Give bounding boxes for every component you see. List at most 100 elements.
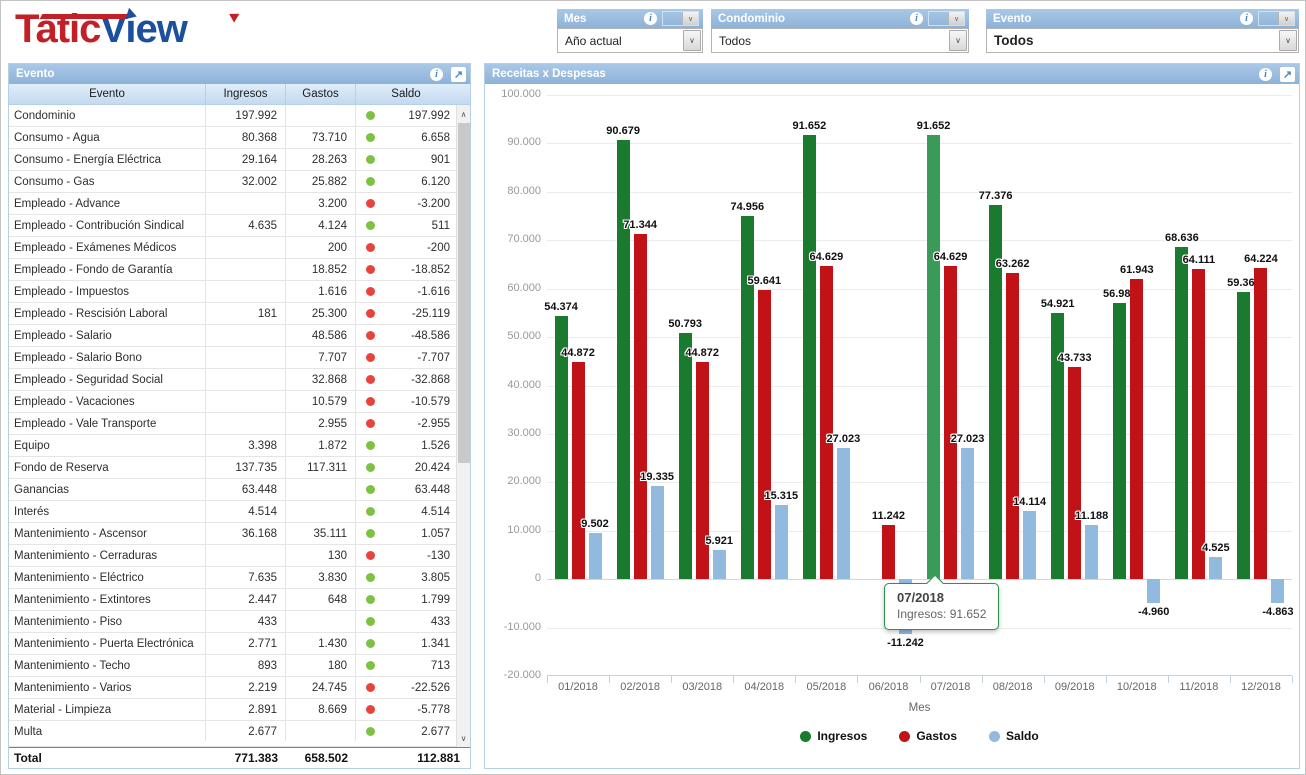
saldo-bar[interactable]	[1147, 579, 1161, 604]
gastos-bar[interactable]	[571, 361, 585, 580]
saldo-bar[interactable]	[1209, 557, 1223, 580]
gastos-bar[interactable]	[944, 266, 958, 580]
legend-item-gastos[interactable]: Gastos	[899, 729, 957, 743]
table-row[interactable]: Empleado - Salario Bono 7.707 -7.707	[9, 347, 470, 369]
table-row[interactable]: Ganancias 63.448 63.448	[9, 479, 470, 501]
table-row[interactable]: Multa 2.677 2.677	[9, 721, 470, 741]
saldo-bar[interactable]	[1085, 524, 1099, 580]
gastos-bar[interactable]	[1006, 272, 1020, 580]
scroll-up-icon[interactable]: ∧	[460, 109, 467, 119]
gridline	[547, 579, 1292, 581]
saldo-bar[interactable]	[1023, 510, 1037, 580]
info-icon[interactable]: i	[644, 12, 657, 25]
saldo-bar[interactable]	[588, 533, 602, 580]
table-row[interactable]: Fondo de Reserva 137.735 117.311 20.424	[9, 457, 470, 479]
ingresos-bar[interactable]	[1051, 313, 1065, 580]
table-row[interactable]: Mantenimiento - Ascensor 36.168 35.111 1.05…	[9, 523, 470, 545]
info-icon[interactable]: i	[430, 67, 443, 81]
ingresos-bar[interactable]	[616, 140, 630, 580]
gastos-bar[interactable]	[633, 233, 647, 580]
table-row[interactable]: Mantenimiento - Puerta Electrónica 2.771 1…	[9, 633, 470, 655]
saldo-bar[interactable]	[1271, 579, 1285, 603]
filter-options-dropdown[interactable]: ∨	[662, 11, 699, 26]
table-row[interactable]: Mantenimiento - Eléctrico 7.635 3.830 3.805	[9, 567, 470, 589]
saldo-bar[interactable]	[712, 550, 726, 580]
bar-value-label: 90.679	[606, 125, 640, 138]
gastos-bar[interactable]	[881, 524, 895, 580]
saldo-bar[interactable]	[650, 485, 664, 580]
x-axis-tick	[857, 676, 859, 683]
ingresos-bar[interactable]	[1237, 291, 1251, 580]
mes-select[interactable]: Año actual ∨	[557, 28, 703, 53]
table-row[interactable]: Mantenimiento - Piso 433 433	[9, 611, 470, 633]
table-scrollbar[interactable]: ∧ ∨	[456, 105, 470, 747]
column-header-saldo[interactable]: Saldo	[391, 88, 421, 100]
saldo-bar[interactable]	[774, 505, 788, 580]
ingresos-bar[interactable]	[554, 315, 568, 580]
gastos-bar[interactable]	[1068, 367, 1082, 580]
saldo-status-dot	[366, 221, 375, 230]
ingresos-bar[interactable]	[740, 216, 754, 580]
table-row[interactable]: Equipo 3.398 1.872 1.526	[9, 435, 470, 457]
column-header-ingresos[interactable]: Ingresos	[206, 84, 286, 104]
scroll-down-icon[interactable]: ∨	[460, 733, 467, 743]
legend-item-ingresos[interactable]: Ingresos	[800, 729, 867, 743]
table-row[interactable]: Condominio 197.992 197.992	[9, 105, 470, 127]
legend-item-saldo[interactable]: Saldo	[989, 729, 1039, 743]
table-row[interactable]: Interés 4.514 4.514	[9, 501, 470, 523]
table-row[interactable]: Consumo - Agua 80.368 73.710 6.658	[9, 127, 470, 149]
saldo-value: 6.658	[421, 131, 450, 144]
table-row[interactable]: Consumo - Energía Eléctrica 29.164 28.263 9…	[9, 149, 470, 171]
ingresos-bar[interactable]	[989, 204, 1003, 580]
info-icon[interactable]: i	[1259, 67, 1272, 81]
table-row[interactable]: Material - Limpieza 2.891 8.669 -5.778	[9, 699, 470, 721]
cell-gastos	[286, 721, 356, 741]
table-row[interactable]: Empleado - Vale Transporte 2.955 -2.955	[9, 413, 470, 435]
saldo-status-dot	[366, 507, 375, 516]
table-row[interactable]: Mantenimiento - Techo 893 180 713	[9, 655, 470, 677]
expand-icon[interactable]: ↗	[451, 66, 466, 82]
column-header-gastos[interactable]: Gastos	[286, 84, 356, 104]
ingresos-bar[interactable]	[802, 135, 816, 580]
cell-saldo: -200	[356, 237, 456, 258]
condominio-select[interactable]: Todos ∨	[711, 28, 969, 53]
gastos-bar[interactable]	[819, 266, 833, 580]
table-row[interactable]: Empleado - Exámenes Médicos 200 -200	[9, 237, 470, 259]
expand-icon[interactable]: ↗	[1280, 66, 1295, 82]
cell-evento: Empleado - Salario	[9, 325, 206, 346]
saldo-bar[interactable]	[961, 448, 975, 580]
gastos-bar[interactable]	[1254, 268, 1268, 580]
filter-options-dropdown[interactable]: ∨	[928, 11, 965, 26]
cell-ingresos: 197.992	[206, 105, 286, 126]
bar-value-label: 50.793	[668, 318, 703, 331]
evento-select[interactable]: Todos ∨	[986, 28, 1299, 53]
gastos-bar[interactable]	[1130, 279, 1144, 580]
table-row[interactable]: Mantenimiento - Extintores 2.447 648 1.799	[9, 589, 470, 611]
gastos-bar[interactable]	[695, 361, 709, 580]
info-icon[interactable]: i	[1240, 12, 1253, 25]
table-row[interactable]: Empleado - Vacaciones 10.579 -10.579	[9, 391, 470, 413]
x-axis-tick	[981, 676, 983, 683]
gastos-bar[interactable]	[757, 290, 771, 580]
table-row[interactable]: Empleado - Seguridad Social 32.868 -32.868	[9, 369, 470, 391]
ingresos-bar[interactable]	[1175, 246, 1189, 580]
ingresos-bar[interactable]	[1113, 303, 1127, 580]
column-header-evento[interactable]: Evento	[9, 84, 206, 104]
table-row[interactable]: Empleado - Contribución Sindical 4.635 4.1…	[9, 215, 470, 237]
info-icon[interactable]: i	[910, 12, 923, 25]
table-row[interactable]: Empleado - Fondo de Garantía 18.852 -18.85…	[9, 259, 470, 281]
ingresos-bar[interactable]	[927, 135, 941, 580]
filter-options-dropdown[interactable]: ∨	[1258, 11, 1295, 26]
table-row[interactable]: Empleado - Impuestos 1.616 -1.616	[9, 281, 470, 303]
gastos-bar[interactable]	[1192, 268, 1206, 580]
scrollbar-thumb[interactable]	[458, 123, 470, 463]
y-axis-tick-label: 0	[534, 572, 541, 585]
table-row[interactable]: Empleado - Rescisión Laboral 181 25.300 -25…	[9, 303, 470, 325]
table-row[interactable]: Mantenimiento - Cerraduras 130 -130	[9, 545, 470, 567]
table-row[interactable]: Mantenimiento - Varios 2.219 24.745 -22.526	[9, 677, 470, 699]
ingresos-bar[interactable]	[678, 333, 692, 580]
saldo-bar[interactable]	[836, 448, 850, 580]
table-row[interactable]: Consumo - Gas 32.002 25.882 6.120	[9, 171, 470, 193]
table-row[interactable]: Empleado - Advance 3.200 -3.200	[9, 193, 470, 215]
table-row[interactable]: Empleado - Salario 48.586 -48.586	[9, 325, 470, 347]
